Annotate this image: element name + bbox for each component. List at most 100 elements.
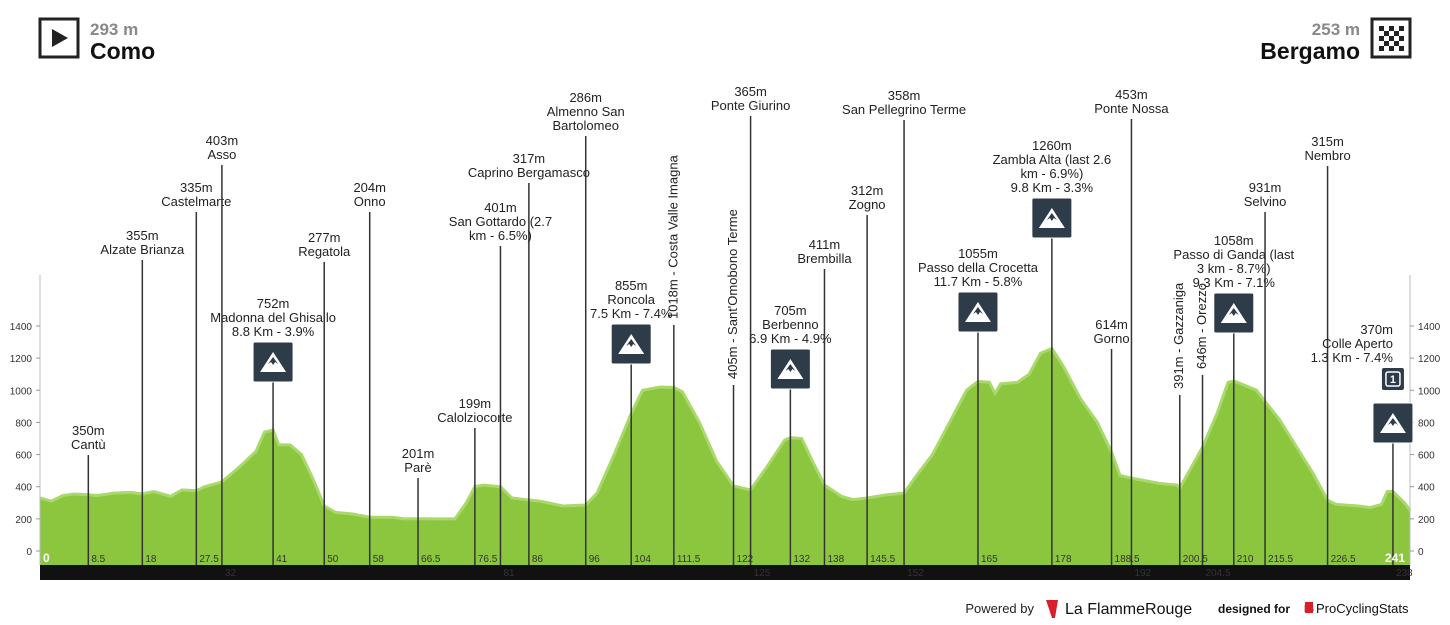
km-label: 152 <box>907 568 924 579</box>
climb-shadow <box>1046 213 1057 221</box>
checker-square <box>1389 36 1394 41</box>
waypoint-label: 8.8 Km - 3.9% <box>232 324 315 339</box>
km-label: 18 <box>145 554 157 565</box>
km-label: 165 <box>981 554 998 565</box>
y-tick-label: 1200 <box>1418 354 1441 365</box>
waypoint-label: Passo della Crocetta <box>918 260 1039 275</box>
profile-line <box>39 346 1412 521</box>
profile-fill <box>40 348 1410 565</box>
waypoint-label: 317m <box>513 151 546 166</box>
climb-shadow <box>268 357 279 365</box>
checker-square <box>1379 36 1384 41</box>
waypoint-label: Parè <box>404 460 431 475</box>
checker-square <box>1394 31 1399 36</box>
checker-square <box>1379 46 1384 51</box>
km-label: 58 <box>373 554 385 565</box>
y-tick-label: 600 <box>15 451 32 462</box>
waypoint-label: Nembro <box>1304 148 1350 163</box>
waypoint-label: 335m <box>180 180 213 195</box>
finish-name: Bergamo <box>1260 38 1360 64</box>
y-tick-label: 1000 <box>1418 386 1441 397</box>
waypoint-label: 204m <box>353 180 386 195</box>
waypoint-label: Selvino <box>1244 194 1287 209</box>
y-tick-label: 800 <box>1418 418 1435 429</box>
waypoint-label: 1260m <box>1032 138 1072 153</box>
waypoint-label: 405m - Sant'Omobono Terme <box>725 209 740 379</box>
km-label: 215.5 <box>1268 554 1293 565</box>
start-arrow <box>52 29 68 47</box>
climb-shadow <box>1228 308 1239 316</box>
logo: PCS <box>1304 604 1314 615</box>
checker-square <box>1384 31 1389 36</box>
km-label: 8.5 <box>91 554 105 565</box>
km-label: 192 <box>1134 568 1151 579</box>
y-tick-label: 400 <box>15 483 32 494</box>
y-tick-label: 200 <box>1418 515 1435 526</box>
waypoint-label: 199m <box>459 396 492 411</box>
waypoint-label: 1.3 Km - 7.4% <box>1311 350 1394 365</box>
y-tick-label: 1400 <box>10 322 33 333</box>
checker-square <box>1399 46 1404 51</box>
waypoint-label: Cantù <box>71 437 106 452</box>
climb-shadow <box>785 364 796 372</box>
checker <box>1379 26 1404 51</box>
waypoint-label: 9.8 Km - 3.3% <box>1011 180 1094 195</box>
km-label: 50 <box>327 554 339 565</box>
start-km: 0 <box>43 551 50 565</box>
waypoint-label: 752m <box>257 296 290 311</box>
checker-square <box>1394 41 1399 46</box>
waypoint-label: 411m <box>809 237 841 252</box>
waypoint-label: Caprino Bergamasco <box>468 165 590 180</box>
designed-for: designed for <box>1218 602 1290 616</box>
flag-icon <box>1046 600 1058 618</box>
km-label: 138 <box>827 554 844 565</box>
waypoint-label: San Pellegrino Terme <box>842 102 966 117</box>
waypoint-label: Ponte Nossa <box>1094 101 1169 116</box>
waypoint-label: 1058m <box>1214 233 1254 248</box>
waypoint-label: 931m <box>1249 180 1282 195</box>
waypoint-label: Roncola <box>607 292 655 307</box>
y-tick-label: 1200 <box>10 354 33 365</box>
waypoint-label: Bartolomeo <box>552 118 618 133</box>
logo-block <box>1305 602 1313 613</box>
km-label: 188.5 <box>1115 554 1140 565</box>
waypoint-label: Passo di Ganda (last <box>1173 247 1294 262</box>
waypoint-label: 9.3 Km - 7.1% <box>1193 275 1276 290</box>
checker-square <box>1389 46 1394 51</box>
sprint-icon <box>1381 368 1404 390</box>
waypoint-label: 3 km - 8.7%) <box>1197 261 1271 276</box>
site: ProCyclingStats <box>1316 601 1409 616</box>
waypoint-label: 705m <box>774 303 807 318</box>
waypoint-label: Gorno <box>1093 331 1129 346</box>
y-tick-label: 400 <box>1418 483 1435 494</box>
waypoint-label: Onno <box>354 194 386 209</box>
climb-shadow <box>972 307 983 315</box>
y-tick-label: 0 <box>1418 547 1424 558</box>
waypoint-label: Alzate Brianza <box>100 242 185 257</box>
waypoint-label: 646m - Orezzo <box>1194 283 1209 369</box>
checker-square <box>1384 41 1389 46</box>
waypoint-label: 350m <box>72 423 105 438</box>
brand: La FlammeRouge <box>1065 601 1192 618</box>
km-label: 27.5 <box>199 554 219 565</box>
waypoint-label: San Gottardo (2.7 <box>449 214 552 229</box>
y-tick-label: 800 <box>15 418 32 429</box>
y-tick-label: 0 <box>26 547 32 558</box>
waypoint-label: 855m <box>615 278 648 293</box>
waypoint-label: Regatola <box>298 244 351 259</box>
start-name: Como <box>90 38 155 64</box>
waypoint-label: 358m <box>888 88 921 103</box>
waypoint-label: km - 6.5%) <box>469 228 532 243</box>
waypoint-label: 11.7 Km - 5.8% <box>934 274 1023 289</box>
waypoint-label: 453m <box>1115 87 1148 102</box>
waypoint-label: 391m - Gazzaniga <box>1171 282 1186 389</box>
km-label: 81 <box>503 568 515 579</box>
waypoint-label: Almenno San <box>547 104 625 119</box>
y-tick-label: 600 <box>1418 451 1435 462</box>
waypoint-label: Berbenno <box>762 317 818 332</box>
waypoint-label: 315m <box>1311 134 1344 149</box>
waypoint-label: 6.9 Km - 4.9% <box>749 331 832 346</box>
checker-square <box>1389 26 1394 31</box>
waypoint-label: 286m <box>569 90 602 105</box>
